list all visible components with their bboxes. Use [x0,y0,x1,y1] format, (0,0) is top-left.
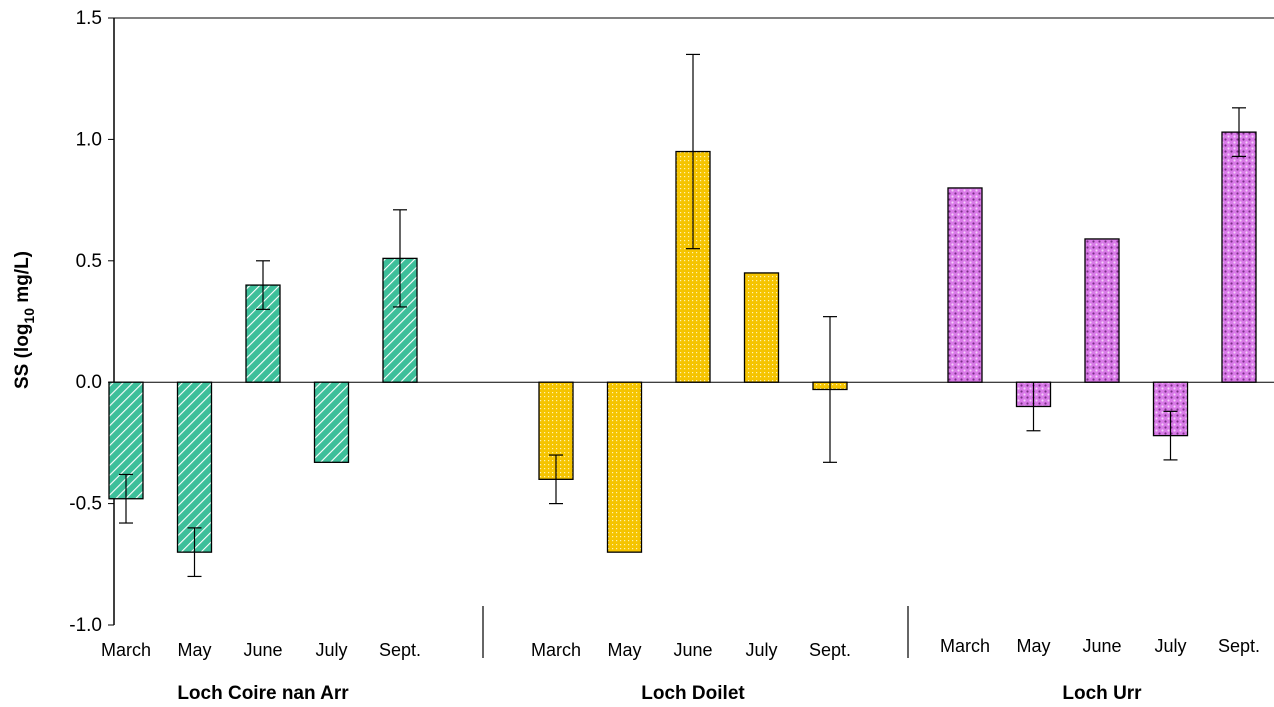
y-tick-label: 0.5 [76,251,102,272]
category-label: June [243,640,282,660]
bar-0-1 [176,381,213,553]
group-label: Loch Doilet [641,683,745,704]
category-label: May [1016,636,1050,656]
category-label: July [745,640,777,660]
category-label: July [1154,636,1186,656]
category-label: March [101,640,151,660]
y-tick-label: 1.5 [76,8,102,29]
category-label: June [1082,636,1121,656]
bar-1-3 [743,272,780,383]
bar-1-1 [606,381,643,553]
bar-0-3 [313,381,350,463]
bars [108,131,1257,553]
y-tick-label: 0.0 [76,372,102,393]
category-label: June [673,640,712,660]
category-label: May [607,640,641,660]
group-label: Loch Coire nan Arr [177,683,349,704]
y-tick-label: -0.5 [69,494,102,515]
bar-2-4 [1221,131,1257,383]
category-label: Sept. [379,640,421,660]
y-tick-label: -1.0 [69,615,102,636]
labels: -1.0 -0.5 0.0 0.5 1.0 1.5 March May June July Sept… [69,8,1260,704]
category-label: Sept. [809,640,851,660]
error-bars [119,53,1246,578]
category-label: March [940,636,990,656]
bar-2-0 [947,187,983,383]
y-tick-label: 1.0 [76,129,102,150]
category-label: July [315,640,347,660]
category-label: March [531,640,581,660]
y-axis-title: SS (log10 mg/L) [12,251,37,389]
category-label: Sept. [1218,636,1260,656]
category-label: May [177,640,211,660]
group-label: Loch Urr [1062,683,1142,704]
bar-2-2 [1084,238,1120,383]
